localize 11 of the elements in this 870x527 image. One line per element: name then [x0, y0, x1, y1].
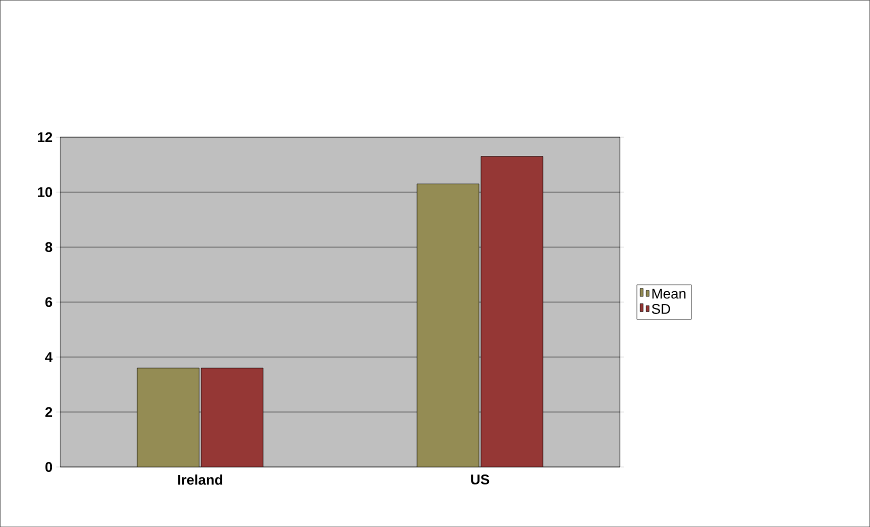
y-tick-label: 2: [45, 407, 52, 417]
legend-label: Mean: [652, 288, 686, 299]
y-tick-label: 12: [38, 132, 52, 142]
y-tick-label: 0: [45, 462, 52, 472]
legend-label: SD: [652, 304, 670, 314]
x-tick-label: Ireland: [178, 474, 222, 485]
y-tick-label: 10: [38, 187, 52, 197]
y-tick-label: 8: [45, 242, 52, 252]
y-tick-label: 6: [45, 297, 52, 307]
y-tick-label: 4: [45, 352, 53, 362]
x-tick-label: US: [471, 474, 490, 484]
